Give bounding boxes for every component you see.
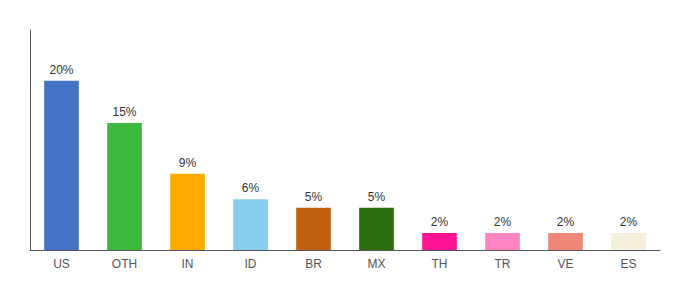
svg-text:2%: 2% — [431, 215, 449, 229]
svg-text:TR: TR — [495, 257, 511, 271]
svg-text:20%: 20% — [49, 63, 73, 77]
svg-text:2%: 2% — [620, 215, 638, 229]
svg-text:2%: 2% — [557, 215, 575, 229]
svg-text:OTH: OTH — [112, 257, 137, 271]
svg-text:MX: MX — [368, 257, 386, 271]
svg-text:TH: TH — [432, 257, 448, 271]
svg-text:VE: VE — [557, 257, 573, 271]
svg-text:IN: IN — [182, 257, 194, 271]
svg-text:US: US — [53, 257, 70, 271]
svg-text:ID: ID — [245, 257, 257, 271]
svg-text:5%: 5% — [368, 190, 386, 204]
svg-text:ES: ES — [620, 257, 636, 271]
svg-text:15%: 15% — [112, 105, 136, 119]
svg-text:5%: 5% — [305, 190, 323, 204]
svg-text:2%: 2% — [494, 215, 512, 229]
svg-text:6%: 6% — [242, 181, 260, 195]
svg-text:9%: 9% — [179, 156, 197, 170]
svg-text:BR: BR — [305, 257, 322, 271]
